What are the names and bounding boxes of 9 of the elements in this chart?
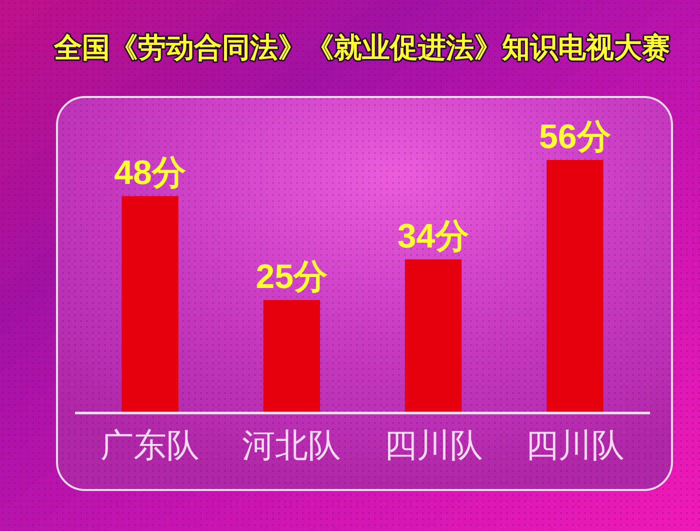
chart-title: 全国《劳动合同法》《就业促进法》知识电视大赛 bbox=[53, 32, 670, 63]
x-tick-label: 河北队 bbox=[242, 428, 342, 465]
x-tick-label: 四川队 bbox=[384, 428, 483, 465]
x-tick-label: 四川队 bbox=[525, 428, 624, 465]
data-label: 34分 bbox=[397, 217, 470, 256]
data-label: 56分 bbox=[539, 118, 611, 156]
data-label: 48分 bbox=[114, 154, 186, 192]
x-tick-label: 广东队 bbox=[100, 428, 200, 465]
data-label: 25分 bbox=[256, 258, 328, 296]
